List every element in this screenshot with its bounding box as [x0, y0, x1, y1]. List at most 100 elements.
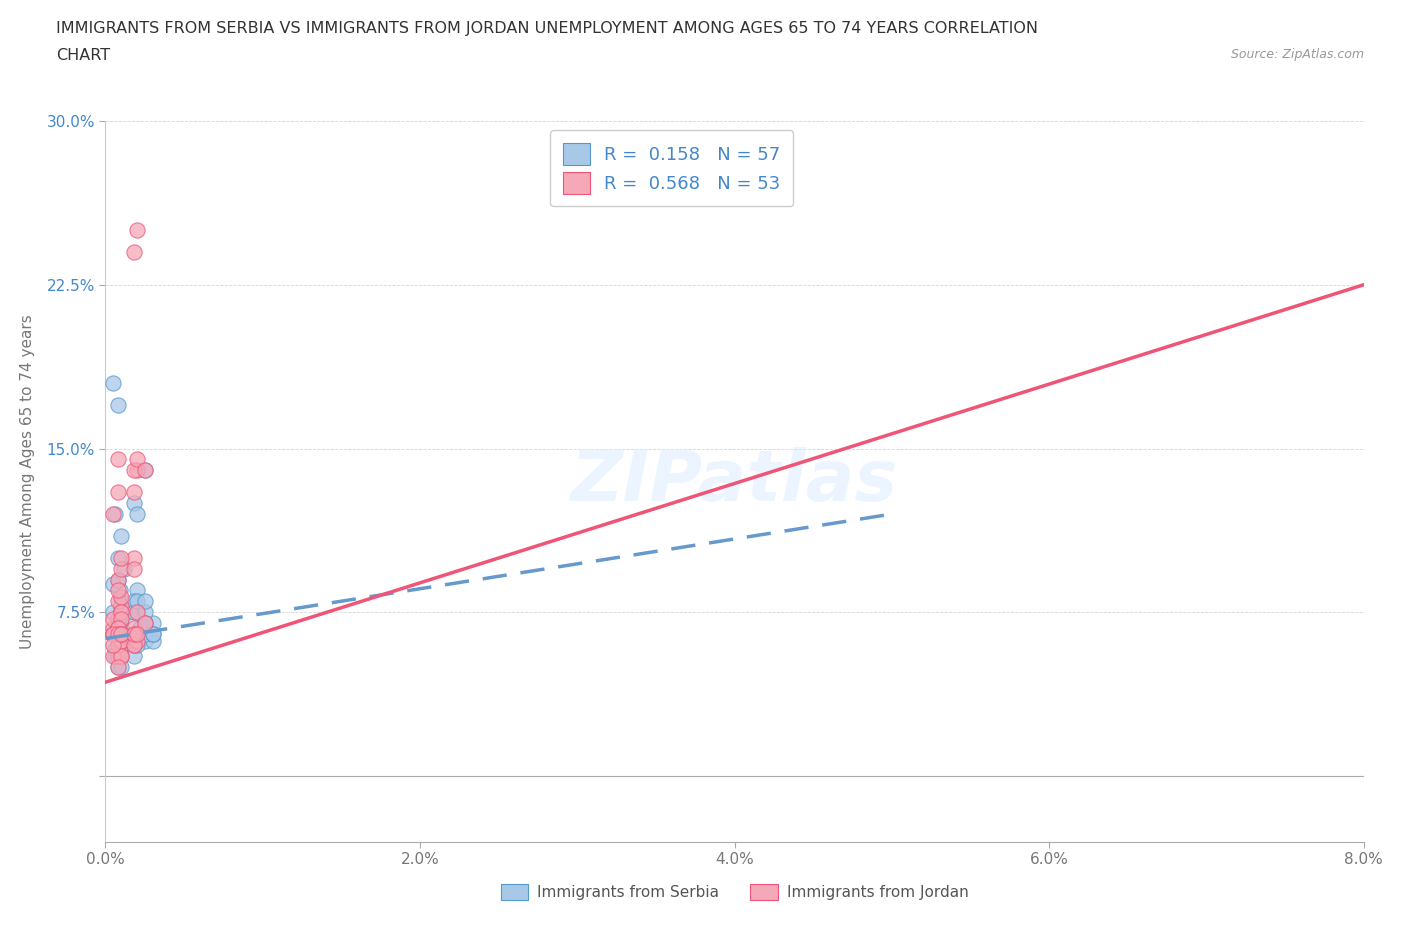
Point — [112, 561, 135, 576]
Point — [110, 604, 132, 619]
Point — [104, 648, 127, 663]
Point — [104, 507, 127, 522]
Point — [108, 583, 131, 598]
Point — [107, 648, 129, 663]
Point — [122, 633, 145, 648]
Point — [110, 528, 132, 543]
Point — [125, 604, 148, 619]
Point — [110, 648, 132, 663]
Point — [125, 452, 148, 467]
Point — [134, 594, 156, 609]
Point — [110, 648, 132, 663]
Point — [122, 551, 145, 565]
Point — [110, 594, 132, 609]
Point — [110, 627, 132, 642]
Point — [129, 620, 152, 635]
Point — [103, 638, 125, 653]
Point — [122, 496, 145, 511]
Point — [134, 616, 156, 631]
Point — [107, 397, 129, 412]
Point — [110, 648, 132, 663]
Point — [103, 627, 125, 642]
Point — [103, 611, 125, 626]
Point — [110, 611, 132, 626]
Point — [122, 594, 145, 609]
Point — [107, 594, 129, 609]
Text: Source: ZipAtlas.com: Source: ZipAtlas.com — [1230, 48, 1364, 61]
Point — [103, 507, 125, 522]
Point — [110, 561, 132, 576]
Point — [103, 620, 125, 635]
Point — [118, 633, 141, 648]
Point — [110, 633, 132, 648]
Point — [118, 604, 141, 619]
Point — [107, 551, 129, 565]
Point — [142, 633, 165, 648]
Point — [134, 633, 156, 648]
Point — [122, 463, 145, 478]
Point — [125, 222, 148, 237]
Point — [110, 633, 132, 648]
Point — [108, 604, 131, 619]
Point — [107, 642, 129, 657]
Point — [103, 604, 125, 619]
Point — [110, 631, 132, 646]
Point — [142, 627, 165, 642]
Point — [122, 627, 145, 642]
Point — [134, 616, 156, 631]
Point — [107, 572, 129, 587]
Point — [107, 611, 129, 626]
Point — [125, 638, 148, 653]
Point — [103, 627, 125, 642]
Point — [110, 638, 132, 653]
Point — [110, 659, 132, 674]
Point — [134, 616, 156, 631]
Text: ZIPatlas: ZIPatlas — [571, 446, 898, 516]
Point — [125, 583, 148, 598]
Text: CHART: CHART — [56, 48, 110, 63]
Point — [107, 616, 129, 631]
Point — [110, 631, 132, 646]
Point — [142, 627, 165, 642]
Point — [110, 616, 132, 631]
Point — [103, 627, 125, 642]
Point — [134, 463, 156, 478]
Point — [122, 627, 145, 642]
Point — [122, 648, 145, 663]
Point — [107, 452, 129, 467]
Point — [107, 638, 129, 653]
Point — [107, 620, 129, 635]
Text: IMMIGRANTS FROM SERBIA VS IMMIGRANTS FROM JORDAN UNEMPLOYMENT AMONG AGES 65 TO 7: IMMIGRANTS FROM SERBIA VS IMMIGRANTS FRO… — [56, 21, 1038, 36]
Point — [107, 638, 129, 653]
Point — [103, 577, 125, 591]
Point — [107, 583, 129, 598]
Point — [107, 659, 129, 674]
Point — [134, 463, 156, 478]
Point — [125, 463, 148, 478]
Point — [122, 604, 145, 619]
Point — [125, 604, 148, 619]
Point — [122, 638, 145, 653]
Point — [142, 616, 165, 631]
Point — [125, 507, 148, 522]
Point — [107, 620, 129, 635]
Point — [110, 627, 132, 642]
Point — [107, 572, 129, 587]
Point — [110, 638, 132, 653]
Point — [107, 633, 129, 648]
Legend: Immigrants from Serbia, Immigrants from Jordan: Immigrants from Serbia, Immigrants from … — [495, 878, 974, 906]
Point — [125, 594, 148, 609]
Point — [110, 590, 132, 604]
Point — [104, 642, 127, 657]
Point — [122, 638, 145, 653]
Point — [107, 659, 129, 674]
Point — [122, 485, 145, 499]
Point — [122, 620, 145, 635]
Point — [107, 485, 129, 499]
Y-axis label: Unemployment Among Ages 65 to 74 years: Unemployment Among Ages 65 to 74 years — [21, 314, 35, 648]
Point — [122, 561, 145, 576]
Point — [125, 633, 148, 648]
Point — [125, 627, 148, 642]
Point — [122, 638, 145, 653]
Point — [110, 598, 132, 613]
